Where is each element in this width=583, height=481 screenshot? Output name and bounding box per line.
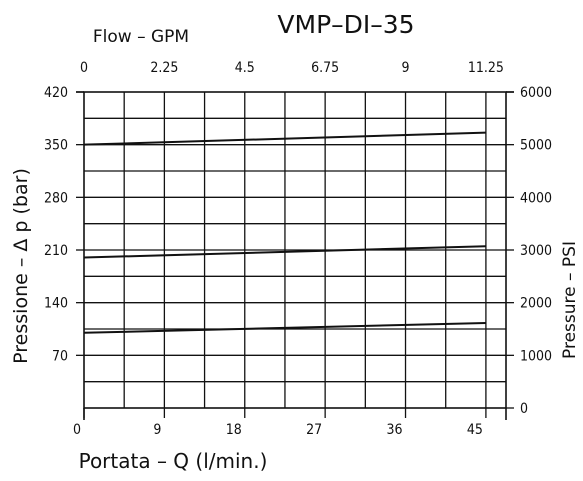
x-tick-label: 45 bbox=[467, 422, 483, 438]
x2-tick-label: 4.5 bbox=[235, 60, 255, 76]
y2-tick-label: 1000 bbox=[520, 348, 552, 364]
x-tick-label: 9 bbox=[153, 422, 161, 438]
top-axis-label: Flow – GPM bbox=[93, 27, 189, 47]
tick-labels: 0 9 18 27 36 45 70 140 210 280 350 420 0 2.25 4.5 6.75 9… bbox=[44, 60, 552, 438]
y-tick-label: 210 bbox=[44, 243, 68, 259]
x2-tick-label: 2.25 bbox=[150, 60, 178, 76]
y2-tick-label: 0 bbox=[520, 401, 528, 417]
y-axis-label: Pressione – Δ p (bar) bbox=[10, 168, 32, 364]
x-tick-label: 36 bbox=[386, 422, 402, 438]
chart-title: VMP–DI–35 bbox=[277, 10, 414, 39]
y-tick-label: 280 bbox=[44, 190, 68, 206]
x-tick-label: 27 bbox=[306, 422, 322, 438]
x-tick-label: 0 bbox=[73, 422, 81, 438]
x2-tick-label: 9 bbox=[402, 60, 410, 76]
x-tick-label: 18 bbox=[226, 422, 242, 438]
series-line-3 bbox=[83, 131, 486, 146]
y-tick-label: 350 bbox=[44, 138, 68, 154]
x2-tick-label: 0 bbox=[80, 60, 88, 76]
series-line-2 bbox=[83, 245, 486, 259]
right-axis-label: Pressure – PSI bbox=[560, 241, 580, 359]
y-tick-label: 140 bbox=[44, 296, 68, 312]
y2-tick-label: 5000 bbox=[520, 138, 552, 154]
y2-tick-label: 2000 bbox=[520, 296, 552, 312]
grid bbox=[84, 92, 506, 408]
x-axis-label: Portata – Q (l/min.) bbox=[79, 449, 268, 473]
y-tick-label: 420 bbox=[44, 85, 68, 101]
y2-tick-label: 6000 bbox=[520, 85, 552, 101]
series-line-1 bbox=[83, 321, 486, 334]
series-group bbox=[83, 131, 486, 334]
x2-tick-label: 11.25 bbox=[468, 60, 504, 76]
x2-tick-label: 6.75 bbox=[311, 60, 339, 76]
y-tick-label: 70 bbox=[52, 348, 68, 364]
y2-tick-label: 4000 bbox=[520, 190, 552, 206]
y2-tick-label: 3000 bbox=[520, 243, 552, 259]
